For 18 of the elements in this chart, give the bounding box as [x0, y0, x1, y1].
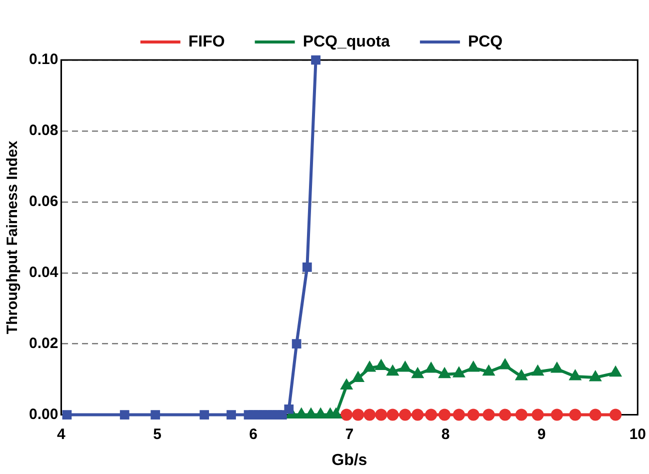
y-tick-label: 0.06: [28, 193, 58, 210]
y-tick-label: 0.00: [28, 406, 58, 423]
legend-label: PCQ: [468, 33, 503, 50]
y-tick-label: 0.02: [28, 334, 58, 352]
y-axis-title: Throughput Fairness Index: [4, 140, 22, 334]
y-tick-label: 0.08: [28, 122, 58, 140]
x-tick-label: 7: [345, 426, 354, 443]
x-tick-label: 10: [629, 426, 646, 443]
legend-label: FIFO: [188, 33, 225, 50]
y-tick-label: 0.04: [28, 264, 59, 282]
x-tick-label: 5: [153, 426, 162, 443]
x-tick-label: 4: [57, 426, 66, 443]
x-tick-label: 6: [249, 426, 258, 443]
legend-label: PCQ_quota: [302, 33, 390, 50]
y-tick-label: 0.10: [28, 51, 58, 68]
x-tick-label: 9: [537, 426, 546, 443]
x-tick-label: 8: [441, 426, 450, 443]
x-axis-title: Gb/s: [332, 452, 368, 469]
